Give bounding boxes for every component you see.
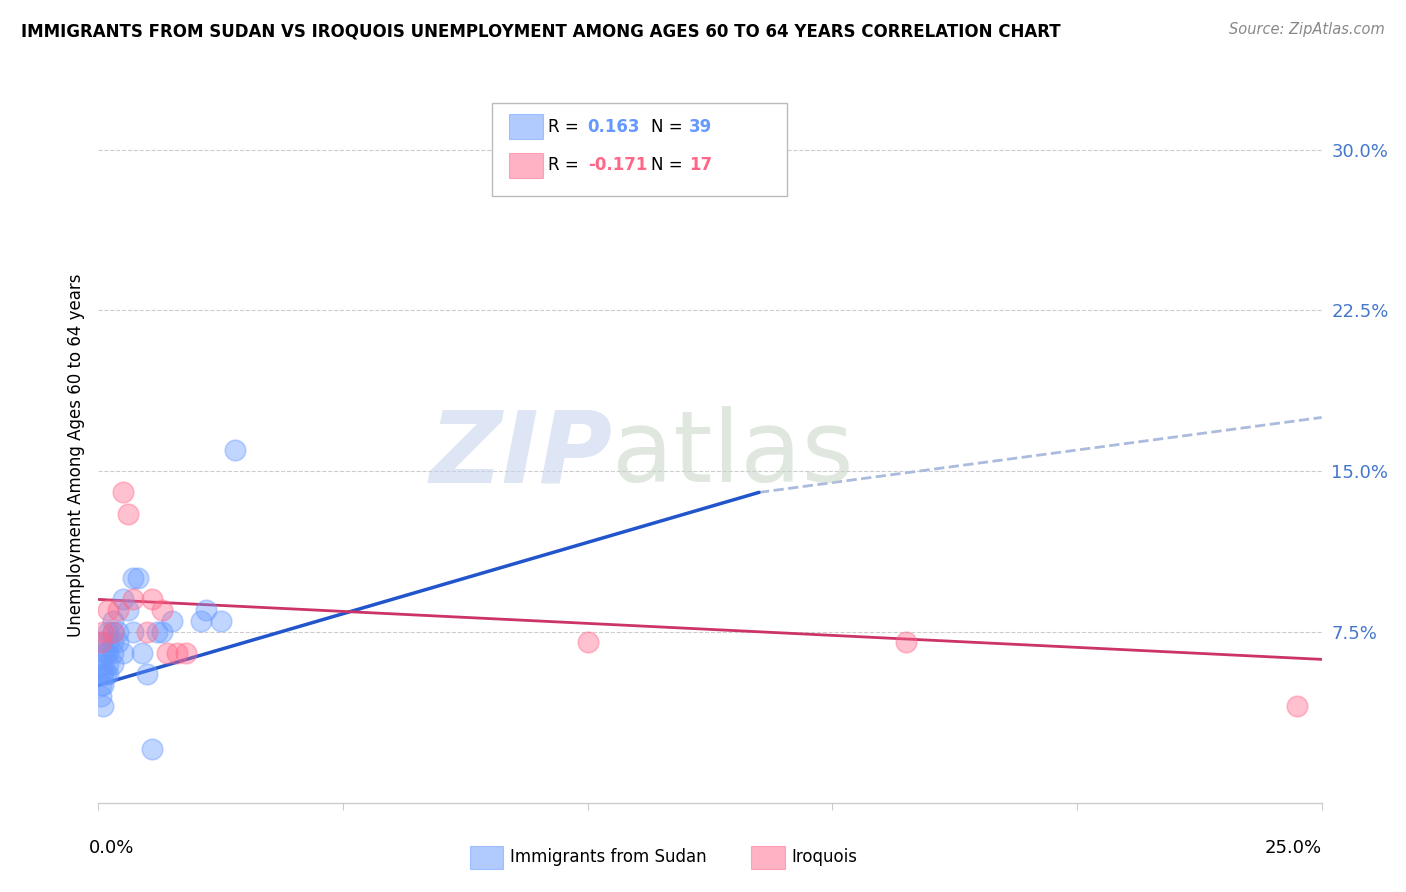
Point <box>209 614 232 628</box>
Point <box>190 614 212 628</box>
Point <box>111 485 134 500</box>
Point <box>141 742 163 756</box>
Point <box>107 603 129 617</box>
Y-axis label: Unemployment Among Ages 60 to 64 years: Unemployment Among Ages 60 to 64 years <box>66 273 84 637</box>
Text: N =: N = <box>651 156 688 174</box>
Point <box>97 624 120 639</box>
Text: 0.163: 0.163 <box>588 118 640 136</box>
Text: ZIP: ZIP <box>429 407 612 503</box>
Point <box>91 646 114 660</box>
Point <box>121 571 143 585</box>
Point <box>94 667 117 681</box>
Text: 39: 39 <box>689 118 713 136</box>
Point <box>91 678 114 692</box>
Point <box>91 635 114 649</box>
Text: 17: 17 <box>689 156 711 174</box>
Point <box>141 592 163 607</box>
Point <box>91 657 114 671</box>
Point <box>97 657 120 671</box>
Point <box>576 635 599 649</box>
Point <box>97 667 120 681</box>
Point <box>894 635 917 649</box>
Point <box>195 603 218 617</box>
Point <box>117 507 139 521</box>
Point <box>90 635 112 649</box>
Point <box>90 678 112 692</box>
Point <box>101 657 124 671</box>
Point <box>94 646 117 660</box>
Text: IMMIGRANTS FROM SUDAN VS IROQUOIS UNEMPLOYMENT AMONG AGES 60 TO 64 YEARS CORRELA: IMMIGRANTS FROM SUDAN VS IROQUOIS UNEMPL… <box>21 22 1060 40</box>
Text: R =: R = <box>548 156 585 174</box>
Point <box>111 646 134 660</box>
Point <box>146 624 169 639</box>
Point <box>97 603 120 617</box>
Text: 25.0%: 25.0% <box>1264 839 1322 857</box>
Point <box>90 689 112 703</box>
Text: R =: R = <box>548 118 585 136</box>
Point <box>91 699 114 714</box>
Point <box>91 667 114 681</box>
Point <box>101 635 124 649</box>
Point <box>160 614 183 628</box>
Text: Source: ZipAtlas.com: Source: ZipAtlas.com <box>1229 22 1385 37</box>
Point <box>166 646 188 660</box>
Point <box>121 592 143 607</box>
Point <box>101 614 124 628</box>
Point <box>107 635 129 649</box>
Point <box>150 624 173 639</box>
Point <box>91 667 114 681</box>
Point <box>101 624 124 639</box>
Point <box>111 592 134 607</box>
Point <box>176 646 198 660</box>
Text: atlas: atlas <box>612 407 853 503</box>
Text: 0.0%: 0.0% <box>89 839 134 857</box>
Point <box>224 442 246 457</box>
Point <box>150 603 173 617</box>
Point <box>121 624 143 639</box>
Point <box>91 624 114 639</box>
Text: N =: N = <box>651 118 688 136</box>
Point <box>127 571 149 585</box>
Point <box>136 624 159 639</box>
Point <box>1286 699 1309 714</box>
Point <box>101 624 124 639</box>
Text: Iroquois: Iroquois <box>792 848 858 866</box>
Point <box>131 646 153 660</box>
Point <box>156 646 179 660</box>
Point <box>97 635 120 649</box>
Point <box>101 646 124 660</box>
Point <box>97 646 120 660</box>
Point <box>117 603 139 617</box>
Point <box>107 624 129 639</box>
Text: -0.171: -0.171 <box>588 156 647 174</box>
Point <box>136 667 159 681</box>
Text: Immigrants from Sudan: Immigrants from Sudan <box>510 848 707 866</box>
